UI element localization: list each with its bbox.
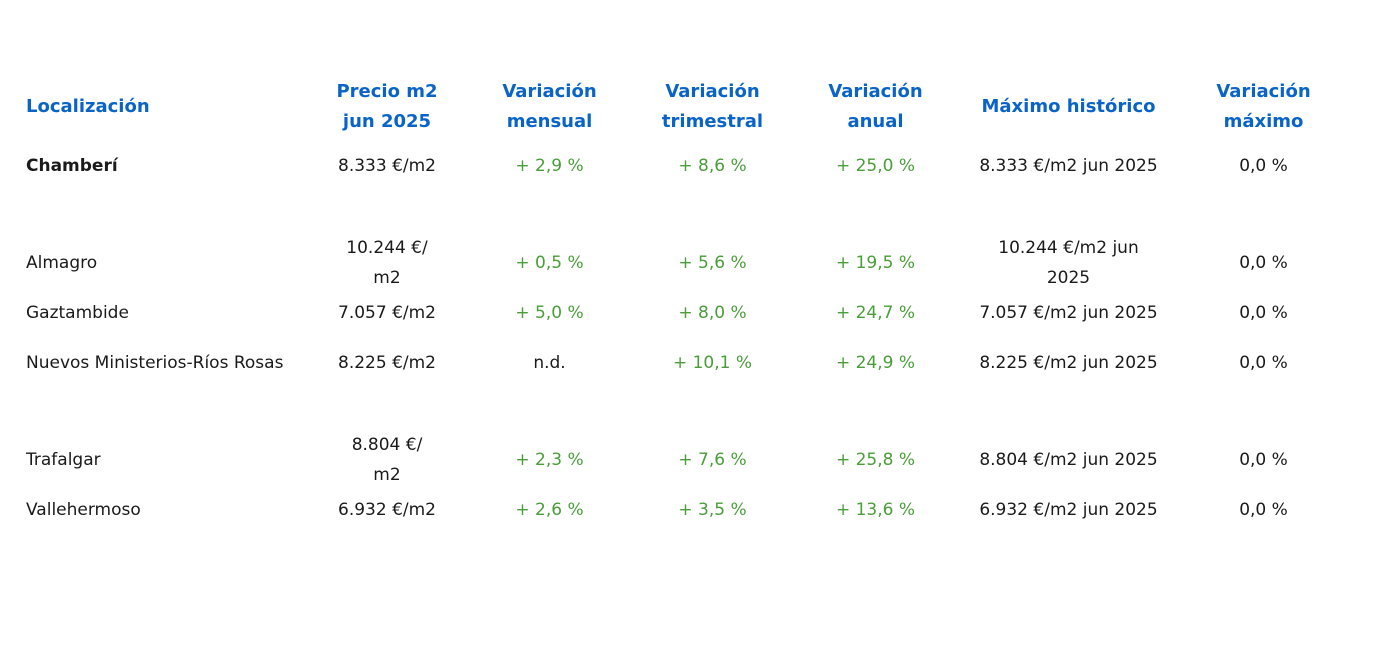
row-spacer <box>26 378 1336 430</box>
header-variacion-anual: Variación anual <box>774 77 977 137</box>
cell-precio: 8.804 €/ m2 <box>326 430 448 490</box>
cell-variacion-anual: + 25,8 % <box>835 450 916 470</box>
cell-precio: 10.244 €/ m2 <box>326 233 448 293</box>
cell-variacion-trimestral: + 8,0 % <box>678 303 747 323</box>
header-precio: Precio m2 jun 2025 <box>326 77 448 137</box>
cell-variacion-mensual: + 2,9 % <box>515 156 584 176</box>
cell-maximo-historico: 10.244 €/m2 jun 2025 <box>998 238 1139 288</box>
header-variacion-trimestral-line2: trimestral <box>661 111 764 132</box>
cell-precio: 8.225 €/m2 <box>338 353 436 373</box>
header-precio-line2: jun 2025 <box>342 111 432 132</box>
cell-variacion-trimestral: + 7,6 % <box>678 450 747 470</box>
header-variacion-trimestral-line1: Variación <box>665 81 760 102</box>
header-precio-line1: Precio m2 <box>336 81 438 102</box>
cell-variacion-trimestral: + 5,6 % <box>678 253 747 273</box>
header-variacion-mensual-line2: mensual <box>506 111 593 132</box>
cell-variacion-mensual: n.d. <box>533 353 566 373</box>
cell-maximo-historico: 8.333 €/m2 jun 2025 <box>979 156 1158 176</box>
cell-variacion-anual: + 13,6 % <box>835 500 916 520</box>
cell-variacion-mensual: + 5,0 % <box>515 303 584 323</box>
cell-localizacion: Almagro <box>26 253 98 273</box>
cell-precio: 7.057 €/m2 <box>338 303 436 323</box>
cell-variacion-mensual: + 2,6 % <box>515 500 584 520</box>
cell-variacion-maximo: 0,0 % <box>1239 450 1288 470</box>
header-variacion-anual-line2: anual <box>847 111 904 132</box>
table-row: Gaztambide 7.057 €/m2 + 5,0 % + 8,0 % + … <box>26 298 1336 328</box>
table-header: Localización Precio m2 jun 2025 Variació… <box>26 76 1336 138</box>
table-row: Vallehermoso 6.932 €/m2 + 2,6 % + 3,5 % … <box>26 495 1336 525</box>
cell-maximo-historico: 8.225 €/m2 jun 2025 <box>979 353 1158 373</box>
cell-precio-line1: 10.244 €/ <box>346 238 428 258</box>
cell-precio: 8.333 €/m2 <box>338 156 436 176</box>
cell-variacion-mensual: + 2,3 % <box>515 450 584 470</box>
header-variacion-maximo-line1: Variación <box>1216 81 1311 102</box>
header-variacion-mensual: Variación mensual <box>448 77 651 137</box>
header-variacion-anual-line1: Variación <box>828 81 923 102</box>
cell-variacion-anual: + 25,0 % <box>835 156 916 176</box>
cell-variacion-maximo: 0,0 % <box>1239 303 1288 323</box>
header-variacion-mensual-line1: Variación <box>502 81 597 102</box>
cell-variacion-mensual: + 0,5 % <box>515 253 584 273</box>
cell-localizacion: Nuevos Ministerios-Ríos Rosas <box>26 353 284 373</box>
cell-variacion-anual: + 24,9 % <box>835 353 916 373</box>
header-localizacion-label: Localización <box>26 96 150 117</box>
row-spacer <box>26 181 1336 233</box>
cell-precio-line1: 8.804 €/ <box>351 435 423 455</box>
cell-variacion-trimestral: + 3,5 % <box>678 500 747 520</box>
table-row: Trafalgar 8.804 €/ m2 + 2,3 % + 7,6 % + … <box>26 430 1336 490</box>
cell-maximo-historico: 7.057 €/m2 jun 2025 <box>979 303 1158 323</box>
header-variacion-maximo-line2: máximo <box>1223 111 1304 132</box>
cell-maximo-historico: 6.932 €/m2 jun 2025 <box>979 500 1158 520</box>
cell-localizacion: Chamberí <box>26 156 118 176</box>
cell-localizacion: Vallehermoso <box>26 500 141 520</box>
cell-variacion-maximo: 0,0 % <box>1239 156 1288 176</box>
cell-variacion-trimestral: + 8,6 % <box>678 156 747 176</box>
cell-variacion-anual: + 24,7 % <box>835 303 916 323</box>
header-maximo-historico: Máximo histórico <box>977 92 1160 122</box>
cell-maximo-historico: 8.804 €/m2 jun 2025 <box>979 450 1158 470</box>
cell-variacion-anual: + 19,5 % <box>835 253 916 273</box>
cell-variacion-maximo: 0,0 % <box>1239 353 1288 373</box>
header-variacion-maximo: Variación máximo <box>1160 77 1367 137</box>
cell-variacion-trimestral: + 10,1 % <box>672 353 753 373</box>
table-row: Chamberí 8.333 €/m2 + 2,9 % + 8,6 % + 25… <box>26 151 1336 181</box>
header-variacion-trimestral: Variación trimestral <box>651 77 774 137</box>
cell-precio-line2: m2 <box>373 465 401 485</box>
cell-localizacion: Trafalgar <box>26 450 101 470</box>
cell-precio: 6.932 €/m2 <box>338 500 436 520</box>
cell-variacion-maximo: 0,0 % <box>1239 253 1288 273</box>
cell-variacion-maximo: 0,0 % <box>1239 500 1288 520</box>
table-row: Almagro 10.244 €/ m2 + 0,5 % + 5,6 % + 1… <box>26 233 1336 293</box>
header-localizacion: Localización <box>26 92 326 122</box>
cell-localizacion: Gaztambide <box>26 303 129 323</box>
header-maximo-historico-label: Máximo histórico <box>981 96 1156 117</box>
price-table: Localización Precio m2 jun 2025 Variació… <box>26 76 1336 525</box>
table-row: Nuevos Ministerios-Ríos Rosas 8.225 €/m2… <box>26 348 1336 378</box>
cell-precio-line2: m2 <box>373 268 401 288</box>
